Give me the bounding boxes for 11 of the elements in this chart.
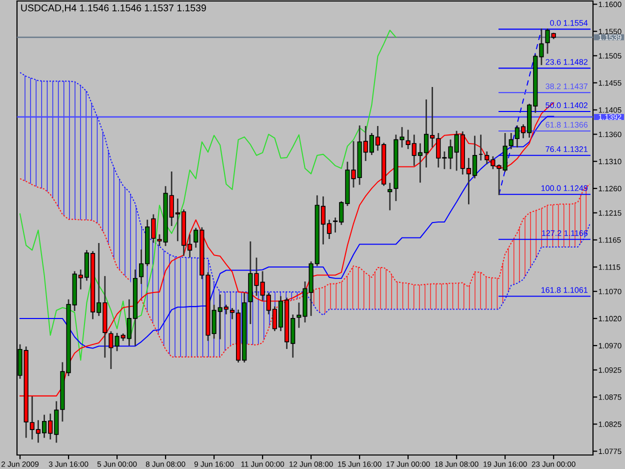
series-label: 0.0 1.1554 (550, 20, 588, 26)
series-label: 76.4 1.1321 (546, 146, 588, 152)
candlestick (388, 182, 392, 210)
series-label: 161.8 1.1061 (541, 287, 588, 293)
line-series (20, 30, 396, 361)
chart-title: USDCAD,H4 1.1546 1.1546 1.1537 1.1539 (21, 4, 206, 12)
line-series (20, 72, 590, 316)
series-label: 23.6 1.1482 (546, 59, 588, 65)
candlestick (508, 133, 514, 150)
series-label: 38.2 1.1437 (546, 83, 588, 90)
series-label: 61.8 1.1366 (546, 122, 588, 128)
